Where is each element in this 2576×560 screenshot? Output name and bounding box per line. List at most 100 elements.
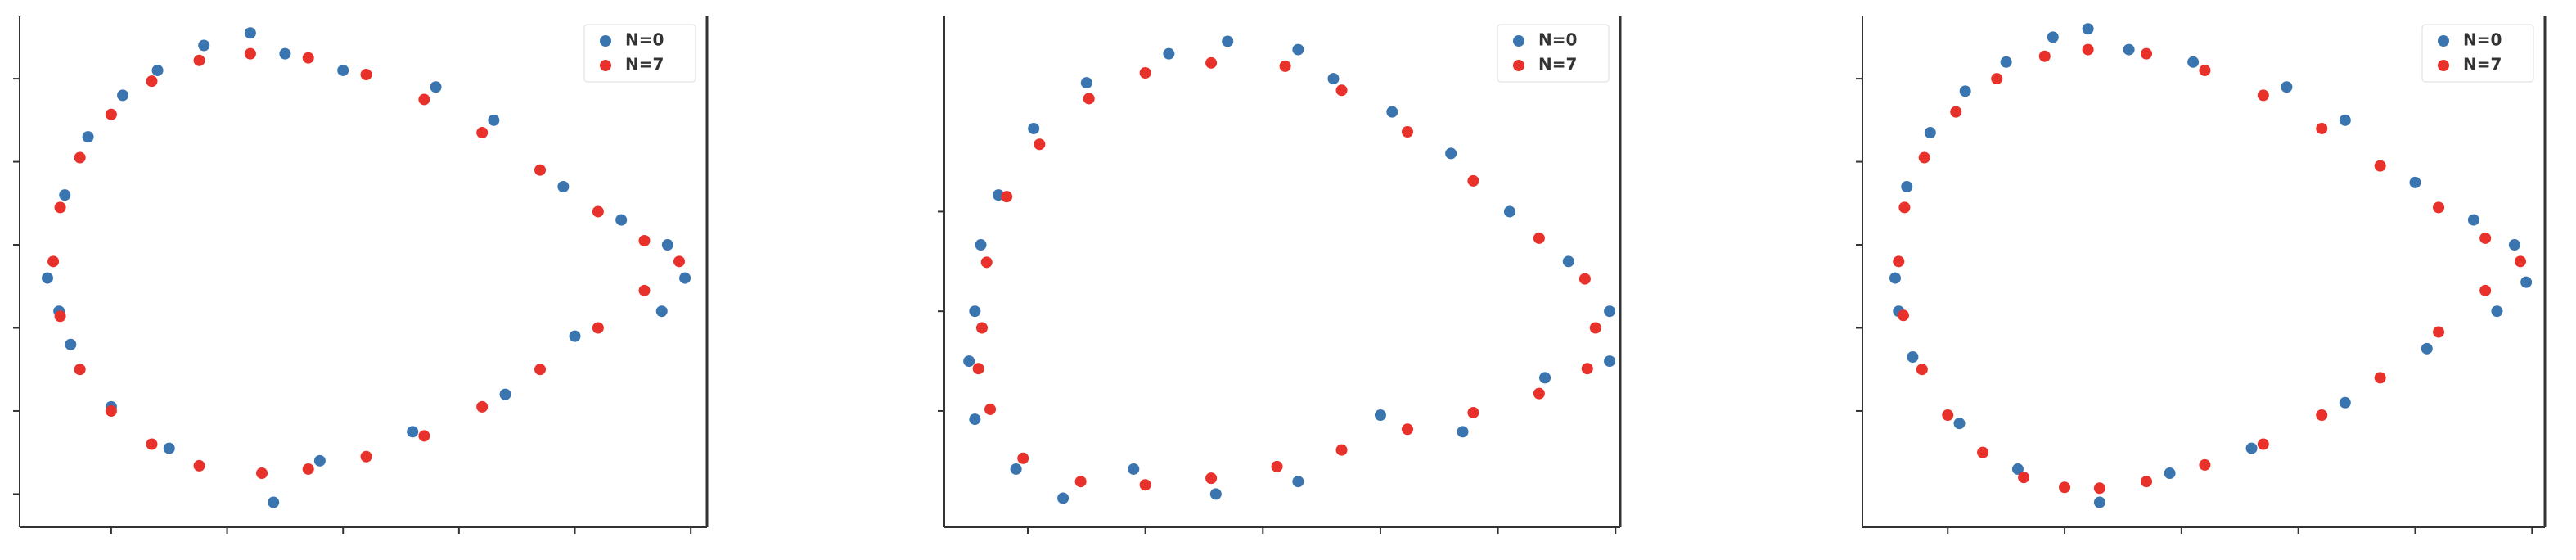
data-point	[2479, 232, 2492, 244]
data-point	[1533, 387, 1545, 400]
data-point	[256, 467, 268, 480]
data-point	[1271, 460, 1283, 472]
data-point	[198, 39, 210, 52]
data-point	[146, 75, 158, 88]
data-point	[2199, 64, 2211, 76]
data-point	[1897, 309, 1909, 322]
data-point	[2082, 23, 2094, 35]
data-point	[430, 81, 442, 93]
data-point	[1083, 93, 1095, 105]
data-point	[1907, 351, 1919, 363]
data-point	[2011, 463, 2024, 475]
data-point	[615, 214, 628, 226]
data-point	[2038, 50, 2051, 62]
legend-label: N=7	[2463, 55, 2502, 75]
data-point	[2257, 438, 2269, 450]
data-point	[534, 364, 547, 376]
legend-label: N=0	[625, 30, 664, 50]
data-point	[673, 255, 686, 268]
data-point	[592, 205, 604, 218]
data-point	[1335, 84, 1348, 97]
legend-marker	[2438, 35, 2449, 47]
data-point	[74, 151, 86, 164]
data-point	[2374, 372, 2386, 384]
data-point	[2316, 122, 2328, 134]
data-point	[1279, 60, 1291, 72]
data-point	[1589, 322, 1601, 334]
data-point	[65, 338, 77, 350]
data-point	[2491, 305, 2503, 318]
data-point	[557, 181, 570, 192]
data-point	[302, 463, 314, 475]
data-point	[655, 305, 668, 318]
data-point	[963, 355, 975, 368]
data-point	[59, 189, 71, 201]
data-point	[313, 454, 326, 467]
data-point	[2018, 472, 2030, 484]
data-point	[1604, 355, 1616, 368]
data-point	[1467, 174, 1479, 187]
legend-marker	[1513, 35, 1524, 47]
data-point	[2257, 89, 2269, 102]
data-point	[1205, 472, 1218, 485]
data-point	[2123, 43, 2135, 56]
data-point	[1017, 452, 1029, 464]
legend-label: N=0	[2463, 30, 2502, 50]
data-point	[163, 442, 175, 454]
data-point	[1128, 463, 1140, 475]
data-point	[2433, 326, 2445, 338]
data-point	[2245, 442, 2258, 454]
data-point	[2141, 476, 2153, 488]
data-point	[2187, 56, 2200, 68]
data-point	[1163, 47, 1175, 60]
data-point	[1901, 181, 1913, 192]
legend-marker	[600, 60, 611, 71]
data-point	[2479, 284, 2492, 296]
data-point	[661, 239, 673, 251]
data-point	[279, 47, 291, 60]
legend-box	[2421, 24, 2534, 83]
data-point	[1959, 85, 1971, 97]
data-point	[151, 64, 164, 76]
data-point	[1950, 106, 1962, 118]
data-point	[2093, 482, 2105, 495]
data-point	[638, 284, 651, 296]
data-point	[1001, 191, 1013, 203]
data-point	[476, 400, 489, 413]
data-point	[1991, 73, 2003, 85]
data-point	[1898, 201, 1911, 214]
legend-box	[1497, 24, 1610, 83]
data-point	[1205, 56, 1218, 69]
legend-box	[583, 24, 696, 83]
data-point	[117, 89, 129, 102]
data-point	[969, 413, 981, 426]
data-point	[1386, 106, 1398, 118]
data-point	[268, 496, 280, 508]
data-point	[41, 272, 53, 284]
data-point	[244, 27, 256, 39]
data-point	[2199, 458, 2211, 471]
subplot: N=0N=7	[938, 16, 1622, 534]
data-point	[1139, 66, 1151, 79]
data-point	[679, 272, 691, 284]
data-point	[193, 54, 205, 66]
data-point	[74, 364, 86, 376]
data-point	[1467, 406, 1479, 418]
data-point	[2374, 160, 2386, 172]
legend-label: N=0	[1538, 30, 1577, 50]
data-point	[972, 363, 984, 375]
data-point	[1034, 138, 1046, 151]
data-point	[360, 69, 372, 81]
subplot: N=0N=7	[13, 16, 709, 534]
data-point	[569, 330, 581, 342]
data-point	[54, 201, 66, 214]
data-point	[146, 438, 158, 450]
data-point	[1010, 463, 1022, 475]
data-point	[1581, 363, 1593, 375]
data-point	[2508, 239, 2520, 251]
data-point	[1977, 446, 1989, 458]
data-point	[1401, 126, 1413, 138]
data-point	[975, 322, 988, 334]
data-point	[1457, 426, 1469, 438]
data-point	[54, 310, 66, 323]
